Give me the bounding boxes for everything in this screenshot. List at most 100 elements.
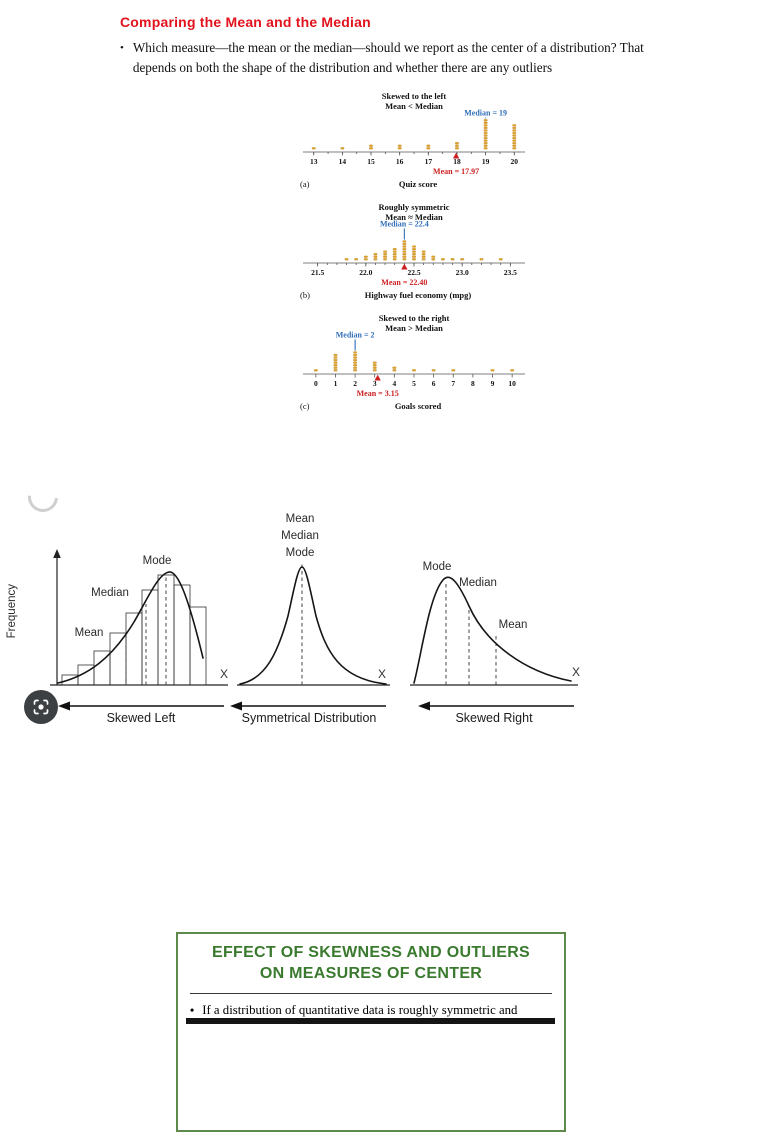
- panel-caption: Symmetrical Distribution: [242, 711, 377, 725]
- data-dot: [512, 147, 517, 150]
- tick-label: 22.5: [407, 268, 420, 277]
- data-dot: [313, 369, 318, 372]
- mean-marker: [374, 374, 381, 381]
- mean-label: Mean: [499, 619, 528, 631]
- data-dot: [402, 255, 407, 258]
- title-divider: [190, 992, 552, 994]
- data-dot: [372, 364, 377, 367]
- skewed-right-panel: Mode Median Mean X Skewed Right: [410, 561, 580, 725]
- data-dot: [412, 369, 416, 372]
- data-dot: [490, 369, 495, 372]
- panel-letter: (b): [300, 290, 310, 300]
- data-dot: [512, 134, 517, 137]
- data-dot: [512, 137, 517, 140]
- intro-text: Which measure—the mean or the median—sho…: [132, 40, 644, 76]
- data-dot: [363, 255, 368, 258]
- median-label: Median = 2: [336, 331, 375, 340]
- data-dot: [412, 258, 416, 261]
- next-element-edge: [186, 1018, 555, 1024]
- tick-label: 22.0: [359, 268, 372, 277]
- tick-label: 16: [396, 157, 404, 166]
- symmetrical-panel: Mean Median Mode X Symmetrical Distribut…: [230, 513, 390, 725]
- data-dot: [426, 147, 431, 150]
- data-dot: [373, 255, 378, 258]
- data-dot: [372, 366, 377, 369]
- lens-select-button[interactable]: [24, 690, 58, 724]
- data-dot: [392, 250, 397, 253]
- plot-heading-line2: Mean < Median: [385, 101, 443, 111]
- data-dot: [392, 255, 397, 258]
- x-axis-title: Goals scored: [395, 401, 442, 411]
- data-dot: [483, 147, 488, 150]
- data-dot: [412, 255, 416, 258]
- tick-label: 23.0: [456, 268, 469, 277]
- data-dot: [354, 258, 359, 261]
- data-dot: [510, 369, 515, 372]
- data-dot: [512, 126, 517, 129]
- data-dot: [333, 369, 338, 372]
- bullet-marker: •: [120, 42, 124, 54]
- data-dot: [483, 144, 488, 147]
- data-dot: [431, 258, 436, 261]
- data-dot: [333, 359, 338, 362]
- data-dot: [402, 250, 407, 253]
- tick-label: 19: [482, 157, 490, 166]
- data-dot: [512, 139, 517, 142]
- data-dot: [498, 258, 503, 261]
- data-dot: [353, 356, 358, 359]
- data-dot: [397, 147, 402, 150]
- data-dot: [333, 356, 338, 359]
- arrowhead-icon: [58, 701, 70, 711]
- data-dot: [483, 137, 488, 140]
- data-dot: [383, 258, 388, 261]
- panel-letter: (a): [300, 179, 310, 189]
- median-label: Median = 19: [464, 109, 507, 118]
- tick-label: 3: [373, 379, 377, 388]
- data-dot: [483, 142, 488, 145]
- y-axis-arrowhead: [53, 549, 61, 558]
- tick-label: 9: [491, 379, 495, 388]
- plot-heading-line1: Skewed to the right: [379, 313, 450, 323]
- data-dot: [353, 351, 358, 354]
- data-dot: [431, 369, 436, 372]
- data-dot: [412, 248, 416, 251]
- data-dot: [333, 353, 338, 357]
- data-dot: [512, 131, 517, 135]
- data-dot: [421, 255, 426, 258]
- data-dot: [353, 364, 358, 367]
- arrowhead-icon: [230, 701, 242, 711]
- x-axis-label: X: [572, 665, 580, 679]
- tick-label: 14: [339, 157, 347, 166]
- data-dot: [397, 144, 402, 147]
- data-dot: [421, 253, 426, 256]
- skewed-left-panel: Mean Median Mode X Skewed Left: [50, 549, 228, 725]
- tick-label: 23.5: [504, 268, 517, 277]
- median-label: Median: [91, 587, 129, 599]
- data-dot: [392, 248, 397, 251]
- data-dot: [383, 255, 388, 258]
- data-dot: [372, 369, 377, 372]
- effect-box-title-line1: EFFECT OF SKEWNESS AND OUTLIERS: [211, 944, 531, 961]
- tick-label: 15: [367, 157, 375, 166]
- mean-label: Mean = 17.97: [433, 167, 479, 176]
- data-dot: [392, 258, 397, 261]
- x-axis-title: Highway fuel economy (mpg): [365, 290, 472, 300]
- data-dot: [402, 240, 407, 243]
- effect-box-bullet-text: If a distribution of quantitative data i…: [202, 1002, 518, 1017]
- tick-label: 1: [334, 379, 338, 388]
- data-dot: [512, 142, 517, 145]
- effect-box-title-line2: ON MEASURES OF CENTER: [259, 964, 483, 982]
- data-dot: [451, 369, 456, 372]
- plot-heading-line1: Roughly symmetric: [378, 202, 449, 212]
- data-dot: [373, 253, 378, 256]
- data-dot: [383, 250, 388, 253]
- data-dot: [479, 258, 484, 261]
- data-dot: [450, 258, 455, 261]
- data-dot: [369, 144, 373, 147]
- data-dot: [333, 361, 338, 364]
- data-dot: [412, 253, 416, 256]
- mean-label: Mean = 3.15: [357, 389, 399, 398]
- data-dot: [483, 121, 488, 124]
